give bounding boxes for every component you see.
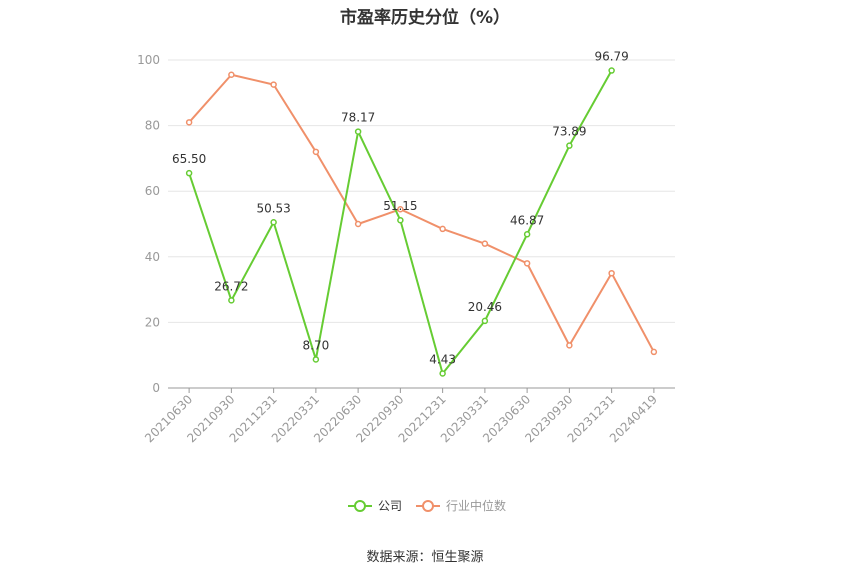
data-point	[481, 240, 489, 247]
data-label: 4.43	[429, 352, 456, 366]
data-point	[481, 317, 489, 325]
legend-label: 公司	[378, 499, 402, 513]
data-label: 51.15	[383, 199, 417, 213]
data-point	[566, 142, 573, 149]
data-point	[439, 370, 446, 377]
data-label: 20.46	[468, 300, 502, 314]
data-point	[270, 81, 277, 88]
data-point	[439, 225, 446, 233]
data-point	[228, 297, 235, 304]
data-label: 96.79	[594, 50, 628, 64]
y-tick-label: 60	[145, 184, 160, 198]
y-tick-label: 80	[145, 119, 160, 133]
series-line-1	[188, 73, 655, 353]
data-point	[608, 269, 615, 277]
data-point	[397, 216, 404, 224]
data-label: 78.17	[341, 111, 375, 125]
data-point	[270, 219, 277, 226]
data-point	[185, 119, 193, 126]
data-point	[397, 205, 404, 213]
data-point	[650, 348, 658, 356]
data-point	[312, 356, 320, 363]
y-tick-label: 100	[137, 53, 160, 67]
data-point	[312, 148, 320, 156]
data-label: 73.89	[552, 125, 586, 139]
data-point	[228, 71, 235, 79]
legend-swatch-marker	[422, 500, 434, 512]
data-point	[185, 169, 193, 177]
data-point	[523, 260, 531, 267]
data-point	[608, 67, 615, 74]
data-label: 50.53	[256, 201, 290, 215]
data-label: 8.70	[303, 338, 330, 352]
data-point	[566, 342, 573, 349]
legend-swatch-marker	[354, 500, 366, 512]
data-point	[354, 128, 362, 135]
legend-label: 行业中位数	[446, 498, 506, 513]
data-label: 26.72	[214, 279, 248, 293]
data-label: 46.87	[510, 213, 544, 227]
y-tick-label: 40	[145, 250, 160, 264]
data-point	[523, 231, 531, 238]
data-label: 65.50	[172, 152, 206, 166]
y-tick-label: 20	[145, 315, 160, 329]
source-text: 数据来源：恒生聚源	[366, 550, 484, 565]
data-point	[354, 220, 362, 228]
y-tick-label: 0	[152, 381, 160, 395]
chart-title: 市盈率历史分位（%）	[339, 8, 511, 28]
